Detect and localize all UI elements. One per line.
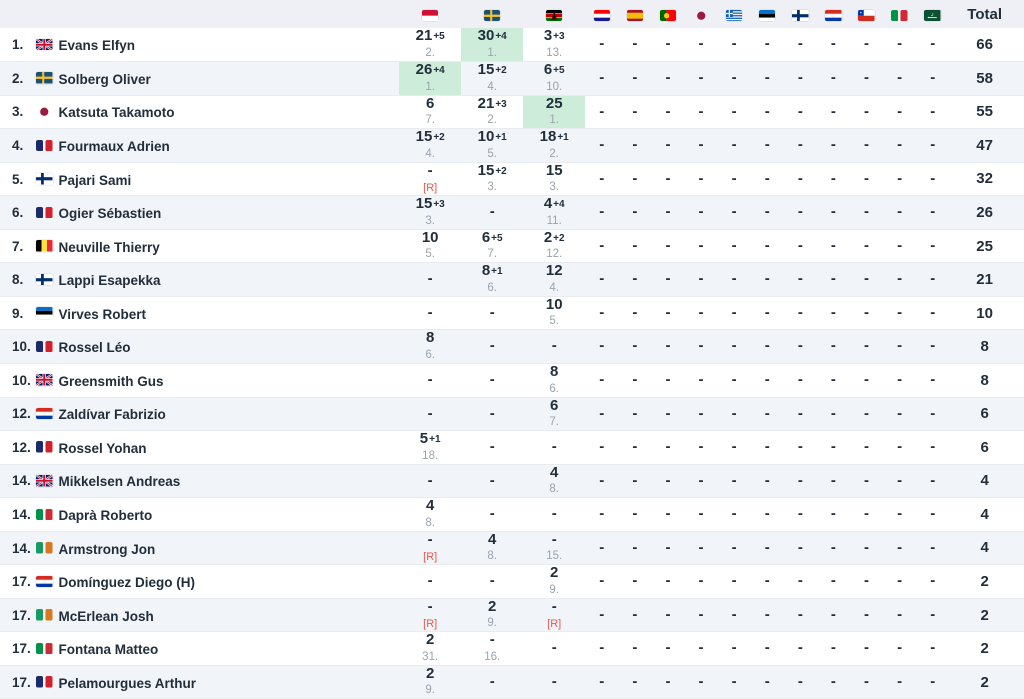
svg-text:ل: ل (932, 12, 934, 16)
